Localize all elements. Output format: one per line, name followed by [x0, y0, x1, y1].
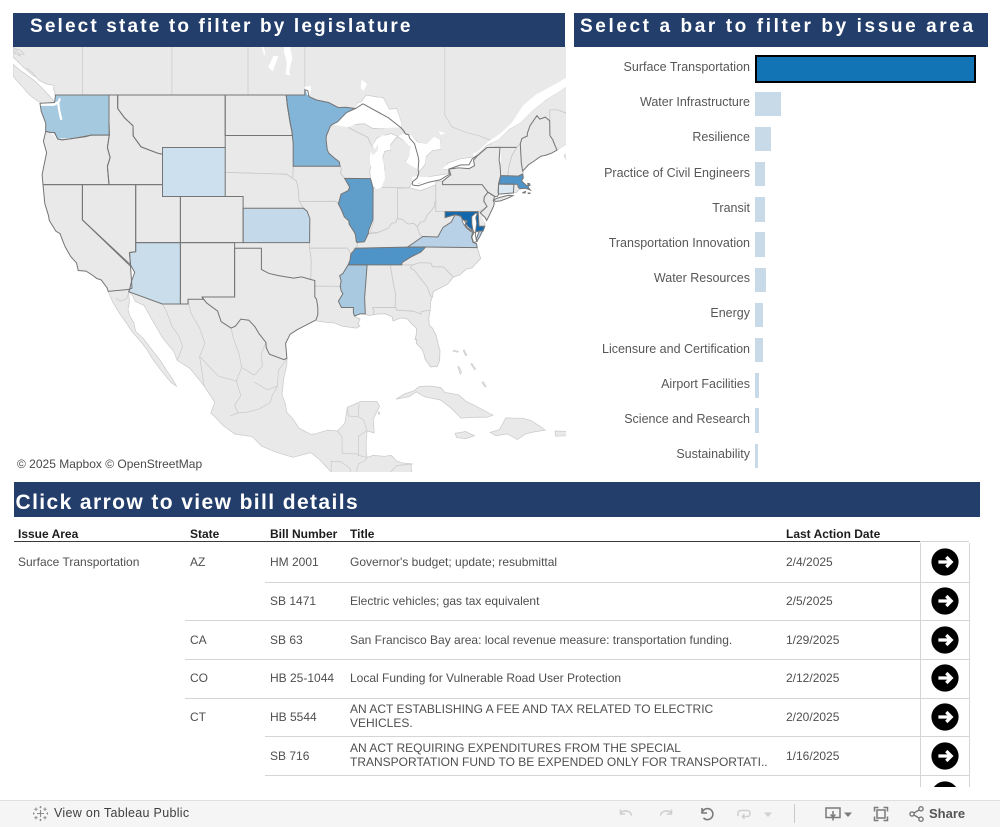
svg-text:© 2025 Mapbox © OpenStreetMap: © 2025 Mapbox © OpenStreetMap	[17, 457, 202, 471]
